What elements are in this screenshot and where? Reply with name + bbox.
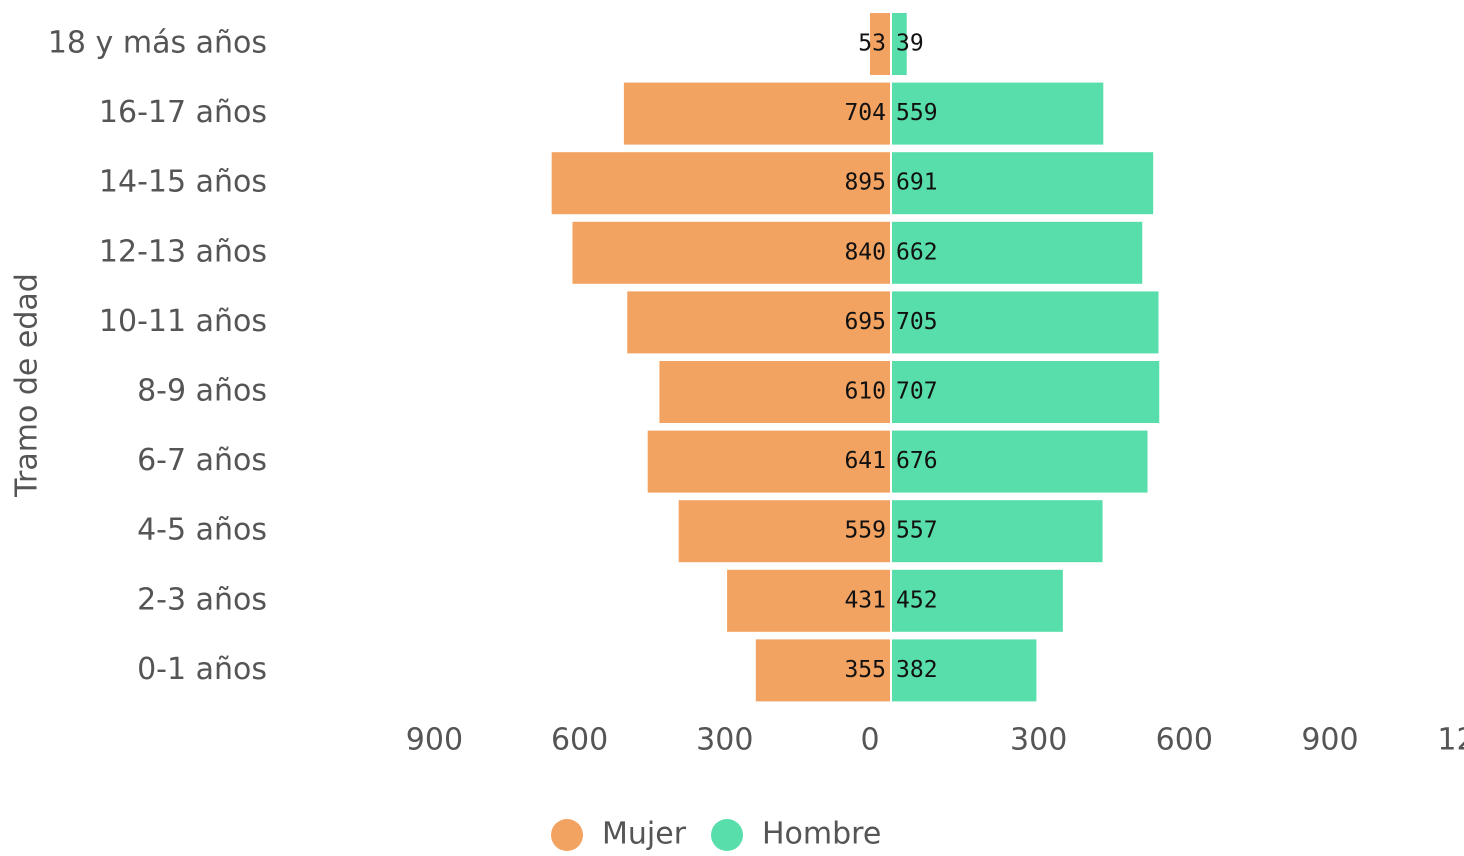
x-tick-label: 900 [1301, 723, 1358, 758]
data-label-hombre: 382 [896, 657, 938, 683]
category-label: 12-13 años [99, 234, 267, 269]
bar-mujer[interactable] [755, 639, 890, 702]
bar-hombre[interactable] [892, 500, 1103, 563]
data-label-mujer: 53 [858, 31, 886, 57]
x-tick-label: 300 [696, 723, 753, 758]
data-label-hombre: 705 [896, 309, 938, 335]
y-axis-title: Tramo de edad [10, 273, 45, 498]
x-tick-label: 900 [406, 723, 463, 758]
bar-mujer[interactable] [551, 152, 890, 215]
bar-mujer[interactable] [869, 13, 890, 75]
bar-mujer[interactable] [623, 82, 890, 145]
legend[interactable]: Mujer Hombre [551, 817, 881, 852]
data-labels: 53 39 704 559 895 691 840 662 695 705 610 707 641 676… [844, 31, 937, 683]
bar-mujer[interactable] [678, 500, 890, 563]
bar-mujer[interactable] [727, 569, 890, 632]
bar-mujer[interactable] [647, 430, 890, 493]
data-label-mujer: 641 [844, 448, 886, 474]
data-label-mujer: 610 [844, 379, 886, 405]
category-labels: 18 y más años 16-17 años 14-15 años 12-13 a… [48, 26, 267, 687]
bar-hombre[interactable] [892, 221, 1143, 284]
category-label: 8-9 años [137, 374, 267, 409]
bar-mujer[interactable] [659, 361, 890, 423]
category-label: 2-3 años [137, 582, 267, 617]
data-label-hombre: 452 [896, 587, 938, 613]
data-label-mujer: 695 [844, 309, 886, 335]
data-label-mujer: 355 [844, 657, 886, 683]
data-label-hombre: 662 [896, 239, 938, 265]
bar-hombre[interactable] [892, 152, 1154, 215]
x-tick-label: 1200 [1437, 723, 1464, 758]
x-tick-label: 600 [551, 723, 608, 758]
bar-hombre[interactable] [892, 13, 907, 75]
data-label-mujer: 431 [844, 587, 886, 613]
bar-mujer[interactable] [572, 221, 890, 284]
x-tick-label: 0 [860, 723, 879, 758]
data-label-hombre: 676 [896, 448, 938, 474]
category-label: 14-15 años [99, 165, 267, 200]
data-label-hombre: 39 [896, 31, 924, 57]
bars-group [551, 13, 1160, 702]
bar-hombre[interactable] [892, 569, 1063, 632]
bar-hombre[interactable] [892, 361, 1160, 423]
data-label-hombre: 557 [896, 518, 938, 544]
category-label: 0-1 años [137, 652, 267, 687]
legend-label-hombre[interactable]: Hombre [762, 817, 881, 852]
data-label-hombre: 559 [896, 100, 938, 126]
legend-marker-mujer[interactable] [551, 819, 583, 851]
data-label-mujer: 840 [844, 239, 886, 265]
x-tick-label: 300 [1010, 723, 1067, 758]
category-label: 4-5 años [137, 513, 267, 548]
data-label-mujer: 704 [844, 100, 886, 126]
data-label-mujer: 895 [844, 170, 886, 196]
x-axis-ticks: 900 600 300 0 300 600 900 1200 [406, 723, 1464, 758]
category-label: 10-11 años [99, 304, 267, 339]
bar-hombre[interactable] [892, 430, 1148, 493]
bar-mujer[interactable] [627, 291, 890, 354]
category-label: 18 y más años [48, 26, 267, 61]
bar-hombre[interactable] [892, 291, 1159, 354]
category-label: 16-17 años [99, 95, 267, 130]
data-label-hombre: 691 [896, 170, 938, 196]
bar-hombre[interactable] [892, 639, 1037, 702]
x-tick-label: 600 [1156, 723, 1213, 758]
bar-hombre[interactable] [892, 82, 1104, 145]
category-label: 6-7 años [137, 443, 267, 478]
data-label-mujer: 559 [844, 518, 886, 544]
data-label-hombre: 707 [896, 379, 938, 405]
legend-label-mujer[interactable]: Mujer [602, 817, 687, 852]
legend-marker-hombre[interactable] [711, 819, 743, 851]
